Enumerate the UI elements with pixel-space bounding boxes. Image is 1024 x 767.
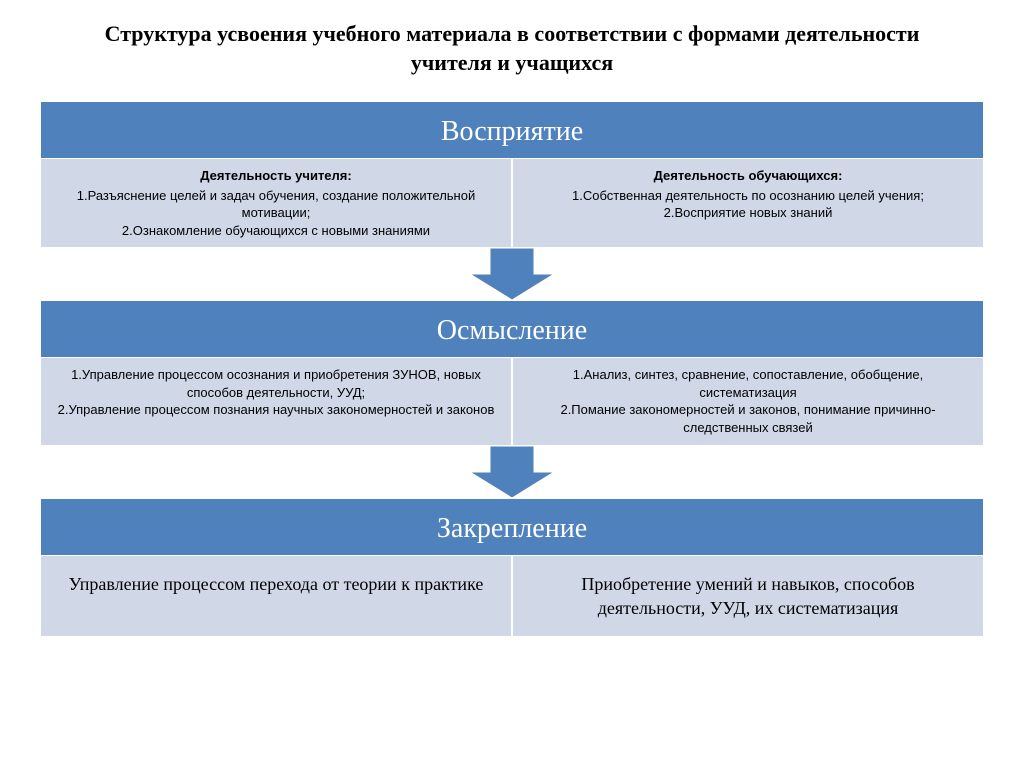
stage-body-1: Деятельность учителя: 1.Разъяснение целе… [40, 159, 984, 248]
stage3-right: Приобретение умений и навыков, способов … [512, 556, 984, 638]
stage-body-2: 1.Управление процессом осознания и приоб… [40, 358, 984, 445]
stage1-right-line2: 2.Восприятие новых знаний [527, 204, 969, 222]
stage-perception: Восприятие Деятельность учителя: 1.Разъя… [40, 101, 984, 248]
stage-header-2: Осмысление [40, 300, 984, 358]
stage2-left-line2: 2.Управление процессом познания научных … [55, 401, 497, 419]
stage1-right: Деятельность обучающихся: 1.Собственная … [512, 159, 984, 248]
stage3-left: Управление процессом перехода от теории … [40, 556, 512, 638]
stage-consolidation: Закрепление Управление процессом переход… [40, 498, 984, 638]
stage2-left: 1.Управление процессом осознания и приоб… [40, 358, 512, 445]
stage-header-1: Восприятие [40, 101, 984, 159]
stage1-left: Деятельность учителя: 1.Разъяснение целе… [40, 159, 512, 248]
page-title: Структура усвоения учебного материала в … [40, 20, 984, 77]
stage2-right-line2: 2.Помание закономерностей и законов, пон… [527, 401, 969, 436]
stage-header-3: Закрепление [40, 498, 984, 556]
stage1-left-line2: 2.Ознакомление обучающихся с новыми знан… [55, 222, 497, 240]
stage1-right-line1: 1.Собственная деятельность по осознанию … [527, 187, 969, 205]
stage2-left-line1: 1.Управление процессом осознания и приоб… [55, 366, 497, 401]
stage1-left-line1: 1.Разъяснение целей и задач обучения, со… [55, 187, 497, 222]
stage3-right-line1: Приобретение умений и навыков, способов … [531, 572, 965, 621]
stage1-left-subhead: Деятельность учителя: [55, 167, 497, 185]
stage2-right: 1.Анализ, синтез, сравнение, сопоставлен… [512, 358, 984, 445]
stage3-left-line1: Управление процессом перехода от теории … [59, 572, 493, 596]
down-arrow-icon [470, 248, 554, 300]
stage-comprehension: Осмысление 1.Управление процессом осозна… [40, 300, 984, 445]
down-arrow-icon [470, 446, 554, 498]
arrow-2 [40, 446, 984, 498]
stage-body-3: Управление процессом перехода от теории … [40, 556, 984, 638]
stage2-right-line1: 1.Анализ, синтез, сравнение, сопоставлен… [527, 366, 969, 401]
stage1-right-subhead: Деятельность обучающихся: [527, 167, 969, 185]
arrow-1 [40, 248, 984, 300]
